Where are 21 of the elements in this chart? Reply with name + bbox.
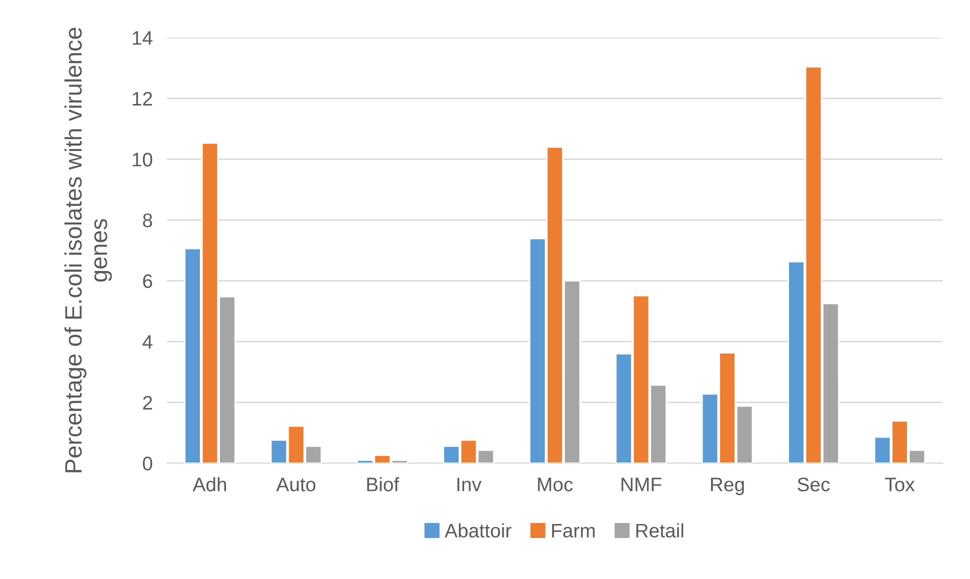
legend-label: Retail	[636, 523, 684, 538]
legend-label: Abattoir	[444, 523, 512, 538]
y-tick-label: 6	[143, 274, 152, 288]
y-tick-label: 14	[132, 31, 152, 45]
x-tick-label: Tox	[885, 478, 915, 492]
y-tick-label: 2	[143, 396, 152, 410]
y-tick-label: 8	[142, 213, 152, 228]
y-tick-label: 0	[142, 456, 152, 470]
y-tick-label: 4	[142, 335, 152, 349]
x-tick-label: Adh	[192, 477, 226, 492]
y-tick-label: 10	[132, 152, 152, 166]
x-tick-label: Biof	[367, 477, 400, 492]
x-tick-label: Moc	[538, 478, 573, 492]
x-tick-label: Sec	[798, 478, 830, 492]
x-tick-label: Reg	[711, 478, 744, 496]
legend-label: Farm	[552, 524, 595, 538]
x-tick-label: Inv	[457, 478, 482, 492]
x-tick-label: Auto	[276, 478, 316, 492]
y-axis-title: Percentage of E.coli isolates with virulence genes	[64, 28, 112, 472]
x-tick-label: NMF	[622, 478, 662, 492]
y-tick-label: 12	[132, 92, 152, 106]
